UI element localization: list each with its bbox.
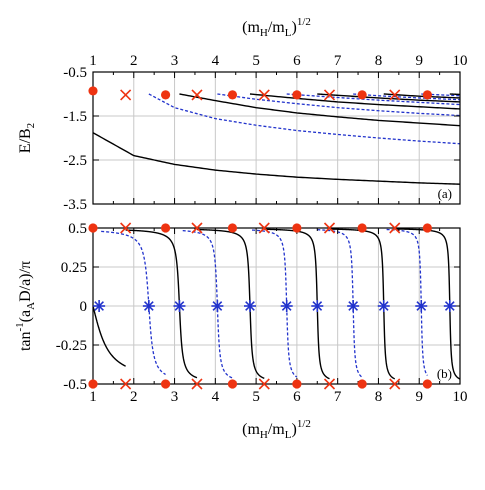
panel-b-series-line-2 xyxy=(126,230,197,378)
panel-a-series-group xyxy=(93,94,460,184)
panel-a-circle-marker-0-0 xyxy=(88,86,97,95)
panel-a-xtick-label-5: 6 xyxy=(293,53,301,69)
panel-b-ytick-label-3: -0.25 xyxy=(56,338,87,354)
panel-a-circle-marker-0-3 xyxy=(292,90,301,99)
panel-b-circle-marker-1-2 xyxy=(228,379,237,388)
panel-b-asterisk-marker-4-1 xyxy=(143,300,155,312)
panel-a-xtick-label-6: 7 xyxy=(334,53,342,69)
panel-b-ytick-label-2: 0 xyxy=(80,299,88,315)
panel-b-series-group xyxy=(93,229,460,379)
panel-b-circle-marker-1-5 xyxy=(423,379,432,388)
panel-a-cross-marker-1-0 xyxy=(121,90,131,100)
panel-b-xtick-label-0: 1 xyxy=(89,389,97,405)
panel-b-xtick-label-2: 3 xyxy=(171,389,179,405)
panel-a-cross-marker-1-1 xyxy=(192,90,202,100)
panel-b-circle-marker-1-3 xyxy=(292,379,301,388)
panel-a-circle-marker-0-1 xyxy=(161,90,170,99)
panel-b-asterisk-marker-4-3 xyxy=(211,300,223,312)
panel-a-xtick-label-7: 8 xyxy=(375,53,383,69)
panel-a-label: (a) xyxy=(438,186,452,201)
panel-a-frame xyxy=(93,72,460,204)
panel-a-ylabel: E/B2 xyxy=(17,123,37,153)
panel-b-series-line-3 xyxy=(183,231,233,378)
panel-b-series-line-4 xyxy=(197,230,264,379)
panel-b-asterisk-marker-4-2 xyxy=(173,300,185,312)
panel-b-xtick-label-8: 9 xyxy=(415,389,423,405)
panel-b-circle-marker-0-5 xyxy=(423,223,432,232)
panel-a-xtick-label-2: 3 xyxy=(171,53,179,69)
panel-b-xtick-label-6: 7 xyxy=(334,389,342,405)
panel-a-ytick-label-2: -2.5 xyxy=(63,153,87,169)
panel-b-xtick-label-9: 10 xyxy=(453,389,468,405)
panel-a-circle-marker-0-5 xyxy=(423,90,432,99)
panel-b-circle-marker-0-3 xyxy=(292,223,301,232)
panel-b-circle-marker-0-0 xyxy=(88,223,97,232)
panel-b-asterisk-marker-4-6 xyxy=(311,300,323,312)
panel-b-asterisk-marker-4-0 xyxy=(93,300,105,312)
panel-a-top-xlabel: (mH/mL)1/2 xyxy=(242,16,311,39)
panel-a-ytick-label-3: -3.5 xyxy=(63,197,87,213)
panel-b-circle-marker-0-1 xyxy=(161,223,170,232)
panel-b-asterisk-marker-4-9 xyxy=(415,300,427,312)
panel-a-series-line-2 xyxy=(179,94,460,126)
panel-a-xtick-label-1: 2 xyxy=(130,53,138,69)
panel-b-xtick-label-1: 2 xyxy=(130,389,138,405)
panel-b-xtick-label-4: 5 xyxy=(252,389,260,405)
panel-a-top-xlabel-text: (mH/mL)1/2 xyxy=(242,16,311,39)
panel-b-ylabel-text: tan-1(aAD/a)/π xyxy=(14,261,37,351)
panel-b-asterisk-marker-4-10 xyxy=(444,300,456,312)
panel-b-xtick-label-7: 8 xyxy=(375,389,383,405)
panel-b-xlabel-text: (mH/mL)1/2 xyxy=(242,418,311,441)
panel-b-xlabel: (mH/mL)1/2 xyxy=(242,418,311,441)
panel-a-xtick-label-4: 5 xyxy=(252,53,260,69)
panel-a-xtick-label-3: 4 xyxy=(212,53,220,69)
panel-b-ytick-label-4: -0.5 xyxy=(63,377,87,393)
panel-a-ytick-label-1: -1.5 xyxy=(63,109,87,125)
panel-a-ytick-label-0: -0.5 xyxy=(63,65,87,81)
panel-b-series-line-0 xyxy=(93,306,126,366)
panel-b-circle-marker-1-0 xyxy=(88,379,97,388)
panel-b-ytick-label-1: 0.25 xyxy=(61,260,87,276)
panel-a-circle-marker-0-2 xyxy=(228,90,237,99)
panel-b-asterisk-marker-4-7 xyxy=(347,300,359,312)
panel-b-asterisk-marker-4-5 xyxy=(281,300,293,312)
panel-b-ylabel: tan-1(aAD/a)/π xyxy=(14,261,37,351)
panel-b-circle-marker-0-2 xyxy=(228,223,237,232)
panel-b-circle-marker-1-1 xyxy=(161,379,170,388)
panel-b-label: (b) xyxy=(437,366,452,381)
panel-a-xtick-label-9: 10 xyxy=(453,53,468,69)
panel-a-xtick-label-8: 9 xyxy=(415,53,423,69)
panel-b-xtick-label-5: 6 xyxy=(293,389,301,405)
panel-b-circle-marker-1-4 xyxy=(358,379,367,388)
panel-a-ylabel-text: E/B2 xyxy=(17,123,37,153)
panel-b-asterisk-marker-4-8 xyxy=(378,300,390,312)
panel-a-circle-marker-0-4 xyxy=(358,90,367,99)
panel-b-ytick-label-0: 0.5 xyxy=(68,221,87,237)
panel-b-asterisk-marker-4-4 xyxy=(244,300,256,312)
panel-a-xtick-label-0: 1 xyxy=(89,53,97,69)
panel-b-circle-marker-0-4 xyxy=(358,223,367,232)
panel-b-xtick-label-3: 4 xyxy=(212,389,220,405)
